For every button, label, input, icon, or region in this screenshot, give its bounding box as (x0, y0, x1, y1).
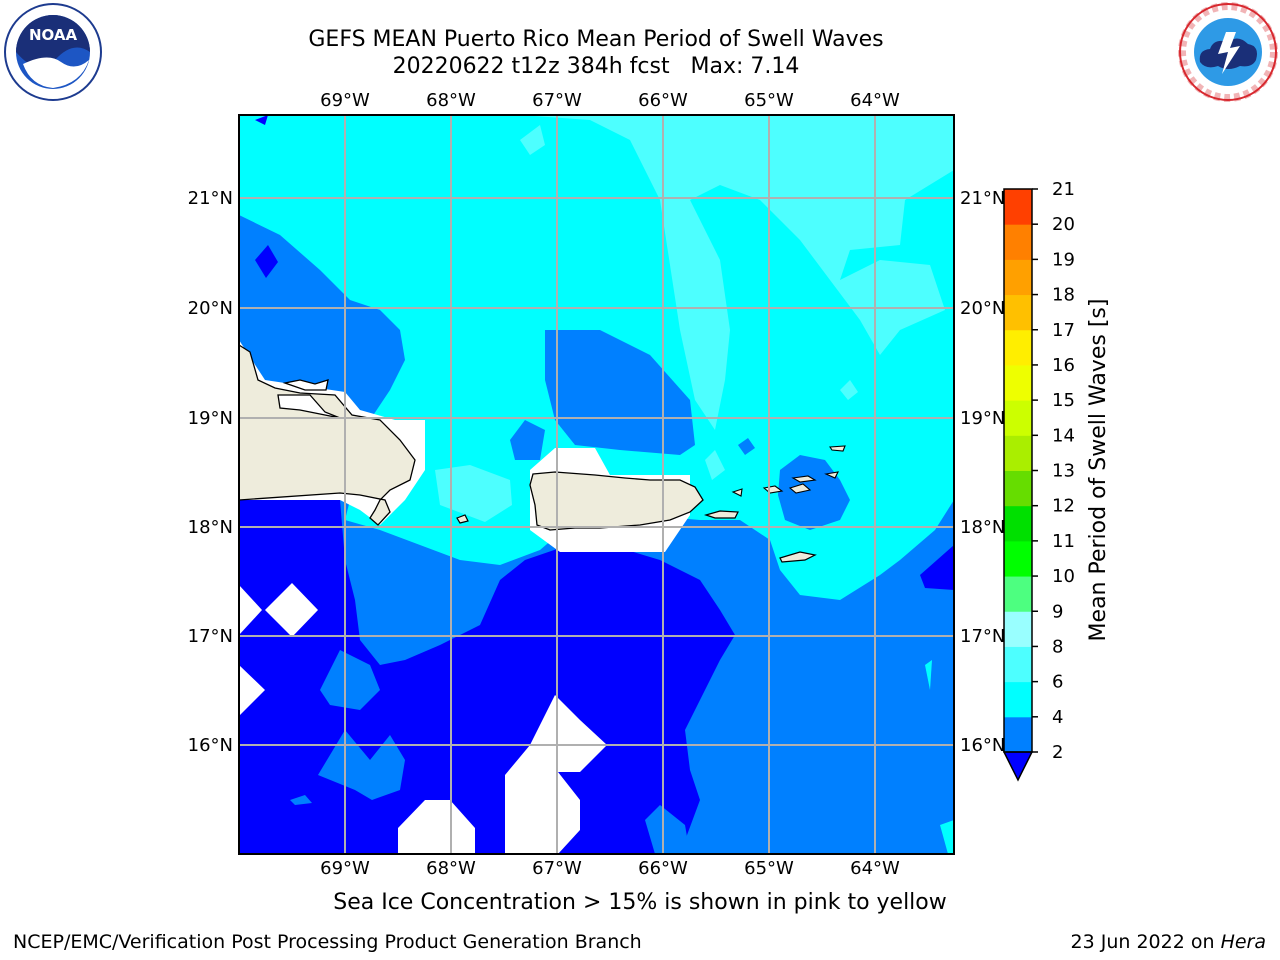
culebra (731, 488, 743, 497)
lat-label-right: 19°N (960, 408, 1005, 429)
lat-label-left: 17°N (188, 626, 233, 647)
lat-label-right: 17°N (960, 626, 1005, 647)
lon-label-bottom: 66°W (638, 858, 688, 879)
colorbar-segment (1004, 435, 1032, 471)
lon-label-top: 66°W (638, 90, 688, 111)
colorbar-tick-label: 8 (1052, 636, 1063, 657)
colorbar-tick-label: 19 (1052, 249, 1075, 270)
band-6-8-south (435, 465, 512, 522)
footer-credit: NCEP/EMC/Verification Post Processing Pr… (13, 931, 642, 953)
puerto-rico-land (529, 471, 704, 531)
colorbar-segment (1004, 646, 1032, 683)
noaa-logo-text: NOAA (29, 26, 78, 44)
lon-label-bottom: 64°W (850, 858, 900, 879)
band-6-8-north (520, 115, 954, 430)
footer-date: 23 Jun 2022 on Hera (1071, 931, 1266, 953)
virgin-gorda (824, 471, 839, 479)
colorbar-tick-label: 9 (1052, 601, 1063, 622)
band-2-4-west-lobe (239, 300, 360, 385)
colorbar-extend-triangle (1002, 751, 1034, 782)
vieques (703, 510, 739, 519)
lon-label-top: 65°W (744, 90, 794, 111)
colorbar-tick-label: 21 (1052, 179, 1075, 200)
lat-label-left: 18°N (188, 517, 233, 538)
colorbar-segment (1004, 329, 1032, 366)
colorbar-tick-label: 16 (1052, 355, 1075, 376)
colorbar-segment (1004, 681, 1032, 718)
hispaniola-land (239, 344, 416, 526)
colorbar-segment (1004, 716, 1032, 753)
lon-label-top: 67°W (532, 90, 582, 111)
colorbar-tick-label: 14 (1052, 425, 1075, 446)
band-6-8-islet (520, 125, 545, 155)
lat-label-right: 20°N (960, 298, 1005, 319)
lat-label-right: 18°N (960, 517, 1005, 538)
colorbar-label: Mean Period of Swell Waves [s] (1086, 299, 1111, 642)
missing-5 (398, 800, 475, 854)
band-2-4-central (545, 330, 695, 455)
colorbar-tick-label: 10 (1052, 566, 1075, 587)
sea-ice-note: Sea Ice Concentration > 15% is shown in … (333, 890, 947, 915)
colorbar: 2 4 6 8 9 10 11 12 13 14 15 16 17 18 19 20 21 (1002, 179, 1075, 782)
colorbar-segment (1004, 294, 1032, 331)
lon-label-bottom: 67°W (532, 858, 582, 879)
lat-label-left: 21°N (188, 188, 233, 209)
colorbar-tick-label: 15 (1052, 390, 1075, 411)
lat-label-right: 21°N (960, 188, 1005, 209)
colorbar-segment (1004, 259, 1032, 296)
nws-logo (1178, 2, 1278, 102)
colorbar-segment (1004, 540, 1032, 577)
chart-subtitle: 20220622 t12z 384h fcst Max: 7.14 (392, 54, 800, 79)
missing-2 (265, 583, 318, 637)
lon-label-top: 68°W (426, 90, 476, 111)
map-frame (238, 114, 955, 855)
colorbar-segment (1004, 364, 1032, 401)
band-2-4-inner (320, 650, 380, 710)
lat-label-right: 16°N (960, 735, 1005, 756)
colorbar-segment (1004, 189, 1032, 225)
noaa-logo: NOAA (4, 3, 102, 101)
colorbar-segment (1004, 505, 1032, 542)
anegada (829, 445, 846, 452)
lat-label-left: 20°N (188, 298, 233, 319)
lat-label-left: 16°N (188, 735, 233, 756)
chart-title: GEFS MEAN Puerto Rico Mean Period of Swe… (308, 27, 884, 52)
tortola (791, 475, 817, 483)
colorbar-segment (1004, 400, 1032, 436)
colorbar-tick-label: 18 (1052, 285, 1075, 306)
colorbar-tick-label: 17 (1052, 320, 1075, 341)
colorbar-segment (1004, 470, 1032, 507)
st-john (788, 483, 812, 494)
colorbar-tick-label: 12 (1052, 496, 1075, 517)
colorbar-segment (1004, 224, 1032, 260)
colorbar-tick-label: 4 (1052, 707, 1063, 728)
mona-island (456, 514, 469, 524)
lat-label-left: 19°N (188, 408, 233, 429)
missing-3 (239, 665, 265, 716)
lon-label-bottom: 68°W (426, 858, 476, 879)
st-croix (779, 551, 817, 563)
lon-label-bottom: 65°W (744, 858, 794, 879)
lon-label-top: 64°W (850, 90, 900, 111)
tortuga (282, 379, 329, 391)
colorbar-tick-label: 13 (1052, 461, 1075, 482)
footer-host: Hera (1220, 931, 1266, 953)
lon-label-top: 69°W (320, 90, 370, 111)
colorbar-segment (1004, 576, 1032, 612)
colorbar-tick-label: 6 (1052, 672, 1063, 693)
lon-label-bottom: 69°W (320, 858, 370, 879)
colorbar-tick-label: 20 (1052, 214, 1075, 235)
colorbar-tick-label: 11 (1052, 531, 1075, 552)
missing-1 (239, 585, 262, 635)
gridlines (239, 115, 954, 854)
colorbar-tick-label: 2 (1052, 742, 1063, 763)
colorbar-segment (1004, 611, 1032, 647)
footer-date-text: 23 Jun 2022 on (1070, 931, 1221, 953)
